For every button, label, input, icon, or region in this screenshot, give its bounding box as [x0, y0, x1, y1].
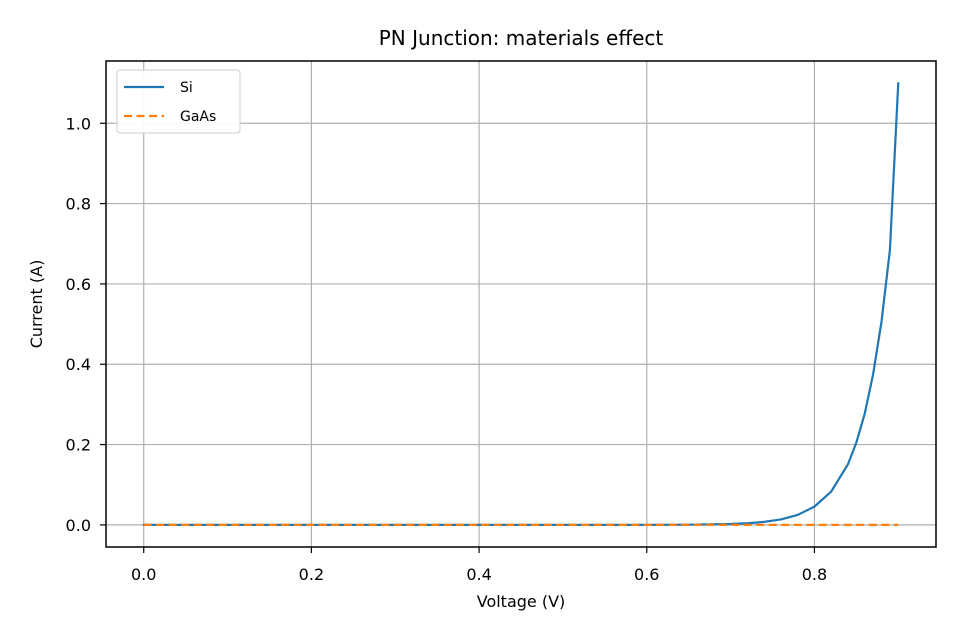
legend: Si GaAs [116, 69, 241, 134]
y-tick-label: 0.4 [66, 355, 91, 374]
y-axis-label: Current (A) [27, 260, 46, 349]
x-axis-label: Voltage (V) [477, 592, 566, 611]
plot-frame [105, 60, 937, 548]
legend-label-gaas: GaAs [180, 109, 216, 125]
y-tick-label: 0.2 [66, 436, 91, 455]
axes-layer [105, 60, 937, 548]
legend-box [116, 69, 241, 134]
y-tick-label: 0.6 [66, 275, 91, 294]
x-tick-label: 0.4 [466, 565, 491, 584]
x-tick-label: 0.0 [131, 565, 156, 584]
x-tick-label: 0.2 [299, 565, 324, 584]
grid-layer [106, 61, 936, 547]
x-tick-label: 0.6 [634, 565, 659, 584]
series-layer [142, 81, 900, 527]
legend-label-si: Si [180, 80, 193, 96]
y-tick-label: 1.0 [66, 114, 91, 133]
chart-title: PN Junction: materials effect [379, 26, 664, 50]
y-tick-label: 0.0 [66, 516, 91, 535]
y-tick-label: 0.8 [66, 195, 91, 214]
tick-layer: 0.0 0.2 0.4 0.6 0.8 0.0 0.2 0.4 0.6 0.8 1.0 [66, 114, 828, 584]
x-tick-label: 0.8 [802, 565, 827, 584]
